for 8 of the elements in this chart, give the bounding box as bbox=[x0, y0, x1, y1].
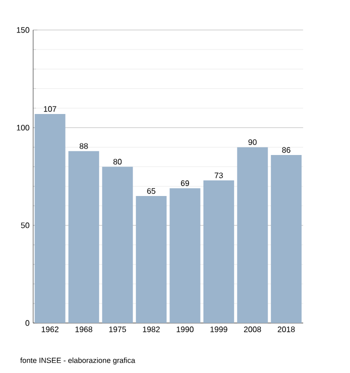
bar bbox=[237, 147, 268, 323]
bar bbox=[136, 196, 167, 323]
bar bbox=[68, 151, 100, 323]
bar bbox=[270, 155, 302, 323]
bar bbox=[34, 114, 66, 323]
bar bbox=[170, 188, 200, 323]
bar bbox=[102, 166, 133, 323]
bar bbox=[203, 180, 234, 323]
